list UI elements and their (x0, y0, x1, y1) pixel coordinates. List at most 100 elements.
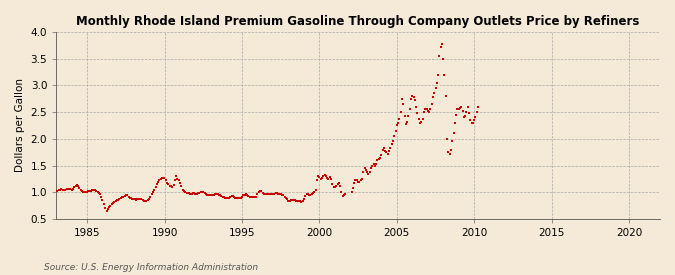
Point (164, 184, 175, 188)
Point (171, 174, 182, 178)
Point (168, 183, 179, 187)
Point (331, 184, 342, 188)
Point (87, 188, 98, 192)
Point (447, 139, 458, 144)
Point (423, 109, 433, 113)
Point (103, 207, 113, 211)
Point (113, 197, 124, 202)
Title: Monthly Rhode Island Premium Gasoline Through Company Outlets Price by Refiners: Monthly Rhode Island Premium Gasoline Th… (76, 15, 640, 28)
Point (110, 199, 121, 203)
Point (59, 187, 70, 192)
Point (410, 98, 421, 103)
Point (169, 178, 180, 183)
Point (188, 191, 198, 196)
Point (464, 111, 475, 116)
Point (154, 178, 165, 183)
Point (301, 192, 312, 197)
Point (318, 174, 329, 178)
Point (364, 170, 375, 174)
Point (385, 146, 396, 151)
Point (381, 150, 392, 154)
Point (53, 188, 64, 192)
Point (309, 190, 320, 194)
Point (448, 131, 459, 136)
Point (114, 196, 125, 201)
Point (311, 178, 322, 183)
Point (359, 166, 370, 170)
Point (434, 54, 445, 58)
Point (418, 110, 429, 114)
Point (412, 111, 423, 116)
Point (375, 155, 385, 160)
Point (396, 97, 407, 101)
Point (134, 196, 144, 201)
Point (348, 186, 358, 190)
Point (368, 162, 379, 167)
Point (267, 192, 278, 197)
Point (135, 196, 146, 201)
Text: Source: U.S. Energy Information Administration: Source: U.S. Energy Information Administ… (44, 263, 258, 272)
Point (471, 110, 482, 114)
Point (83, 189, 94, 193)
Point (413, 116, 424, 121)
Point (186, 192, 197, 196)
Point (227, 194, 238, 198)
Point (296, 200, 306, 204)
Point (298, 196, 309, 201)
Point (336, 190, 347, 194)
Point (424, 110, 435, 114)
Point (124, 196, 135, 200)
Point (104, 205, 115, 210)
Point (260, 192, 271, 196)
Point (196, 190, 207, 194)
Point (360, 167, 371, 172)
Point (354, 179, 364, 184)
Point (101, 209, 112, 213)
Point (403, 114, 414, 119)
Point (462, 104, 473, 109)
Point (172, 177, 183, 181)
Point (93, 191, 104, 195)
Point (221, 196, 232, 200)
Point (407, 94, 418, 98)
Point (61, 187, 72, 191)
Point (66, 187, 77, 192)
Point (294, 199, 304, 203)
Point (287, 197, 298, 202)
Point (234, 196, 245, 200)
Point (120, 193, 131, 198)
Point (362, 170, 373, 174)
Point (193, 191, 204, 196)
Point (162, 180, 173, 185)
Point (327, 182, 338, 186)
Point (259, 192, 269, 196)
Point (92, 190, 103, 194)
Point (250, 195, 261, 199)
Point (123, 194, 134, 199)
Point (84, 188, 95, 193)
Point (159, 176, 170, 180)
Point (207, 193, 217, 197)
Point (203, 193, 214, 198)
Point (236, 196, 246, 200)
Point (130, 197, 140, 201)
Point (451, 112, 462, 117)
Point (380, 148, 391, 153)
Point (265, 192, 275, 197)
Point (461, 110, 472, 114)
Point (465, 118, 476, 122)
Point (90, 188, 101, 192)
Point (209, 193, 219, 197)
Point (358, 170, 369, 174)
Point (379, 146, 389, 151)
Point (105, 204, 116, 208)
Point (376, 153, 387, 157)
Point (236, 194, 247, 199)
Point (394, 116, 405, 121)
Point (145, 194, 156, 199)
Point (246, 195, 256, 199)
Point (399, 114, 410, 119)
Point (390, 129, 401, 133)
Point (243, 194, 254, 198)
Point (439, 73, 450, 77)
